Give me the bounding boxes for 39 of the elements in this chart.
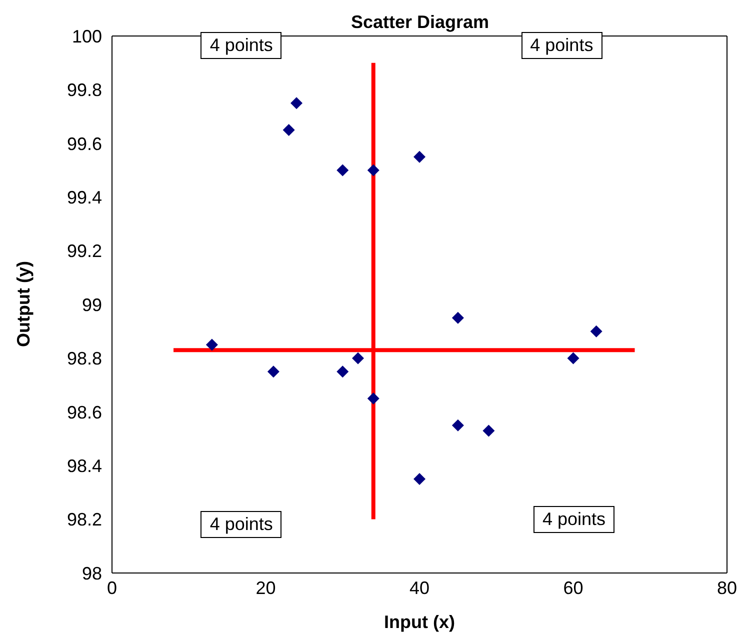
point — [567, 352, 580, 364]
point — [282, 124, 295, 136]
point — [482, 424, 495, 437]
point — [367, 164, 380, 176]
y-tick-label: 99.2 — [66, 241, 102, 262]
point — [414, 473, 426, 486]
point — [452, 312, 464, 324]
point — [336, 164, 349, 176]
point — [452, 419, 464, 432]
x-tick-label: 80 — [716, 578, 738, 598]
point — [206, 338, 218, 351]
x-tick-label: 0 — [106, 578, 118, 598]
y-tick-label: 99.8 — [66, 80, 102, 100]
point — [352, 352, 364, 364]
x-tick-label: 40 — [409, 578, 430, 598]
point — [267, 366, 280, 378]
annotation: 4 points — [200, 511, 282, 538]
annotation: 4 points — [533, 506, 615, 533]
y-tick-label: 98.2 — [66, 510, 102, 530]
y-tick-label: 99.6 — [66, 134, 102, 154]
chart-title: Scatter Diagram — [350, 12, 490, 33]
point — [290, 97, 302, 110]
point — [367, 392, 380, 404]
annotation: 4 points — [521, 32, 602, 60]
annotation: 4 points — [200, 32, 282, 60]
y-tick-label: 99.4 — [66, 187, 102, 208]
y-tick-label: 99 — [82, 294, 102, 315]
y-tick-label: 100 — [72, 26, 102, 46]
point — [414, 150, 426, 163]
y-tick-label: 98.4 — [66, 456, 102, 476]
point — [336, 366, 349, 378]
x-axis-title: Input (x) — [384, 612, 455, 632]
y-tick-label: 98 — [82, 563, 102, 584]
y-tick-label: 98.6 — [66, 402, 102, 422]
y-axis-title: Output (y) — [14, 261, 34, 347]
x-tick-label: 60 — [563, 578, 584, 598]
x-tick-label: 20 — [256, 578, 276, 598]
y-tick-label: 98.8 — [66, 348, 102, 369]
point — [590, 325, 602, 338]
